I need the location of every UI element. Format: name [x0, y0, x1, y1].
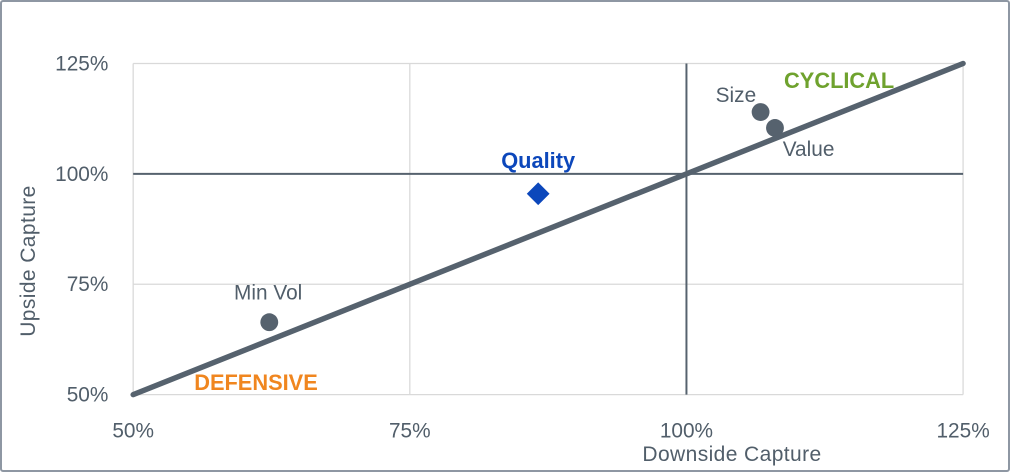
- y-tick-label: 50%: [67, 384, 109, 407]
- x-tick-label: 50%: [112, 419, 154, 442]
- label-size: Size: [716, 84, 757, 107]
- label-min-vol: Min Vol: [234, 282, 302, 305]
- label-value: Value: [783, 138, 835, 161]
- data-point-size: [751, 103, 770, 121]
- label-cyclical: CYCLICAL: [784, 68, 894, 93]
- data-point-min-vol: [260, 313, 279, 332]
- x-tick-label: 125%: [936, 419, 989, 442]
- y-tick-label: 125%: [55, 52, 108, 75]
- y-tick-label: 100%: [55, 163, 108, 186]
- x-tick-label: 100%: [660, 419, 713, 442]
- label-quality: Quality: [501, 148, 575, 173]
- y-axis-title: Upside Capture: [17, 185, 40, 337]
- identity-line: [130, 60, 966, 398]
- x-tick-label: 75%: [389, 419, 431, 442]
- data-point-quality: [526, 182, 550, 206]
- data-point-value: [766, 119, 784, 137]
- x-axis-title: Downside Capture: [642, 443, 822, 466]
- y-tick-label: 75%: [67, 273, 109, 296]
- label-defensive: DEFENSIVE: [194, 370, 318, 395]
